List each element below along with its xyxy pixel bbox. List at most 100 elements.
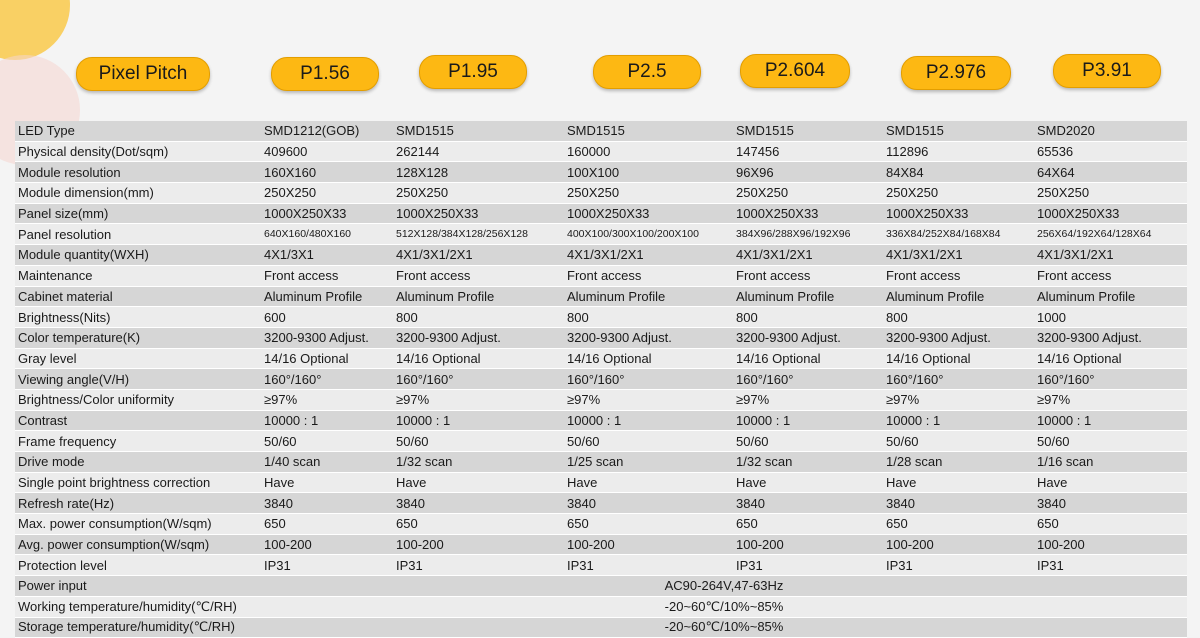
table-cell: 100-200 [261,534,393,556]
row-label: Cabinet material [15,286,261,308]
table-cell: 512X128/384X128/256X128 [393,223,564,246]
table-row: Drive mode 1/40 scan 1/32 scan 1/25 scan 1/3… [15,451,1187,473]
row-label: Max. power consumption(W/sqm) [15,513,261,535]
table-cell: SMD1515 [393,121,564,142]
table-cell: Have [261,472,393,494]
table-cell: 800 [393,306,564,328]
table-cell: 160°/160° [393,368,564,390]
table-row: Frame frequency 50/60 50/60 50/60 50/60 50/60… [15,430,1187,452]
table-cell: 650 [393,513,564,535]
table-cell: 10000 : 1 [733,410,883,432]
table-row: Physical density(Dot/sqm) 409600 262144 160… [15,141,1187,163]
row-label: Protection level [15,554,261,577]
table-cell: Aluminum Profile [393,286,564,308]
table-cell: 1000X250X33 [733,203,883,225]
table-cell: 100-200 [564,534,733,556]
table-cell: 10000 : 1 [564,410,733,432]
table-cell: Aluminum Profile [564,286,733,308]
table-cell: 4X1/3X1/2X1 [393,244,564,266]
row-label: Contrast [15,410,261,432]
table-row: Single point brightness correction Have Ha… [15,472,1187,494]
table-cell-spanned: -20~60℃/10%~85% [261,596,1187,618]
table-cell: Front access [261,265,393,287]
table-cell: 3200-9300 Adjust. [261,327,393,349]
table-cell: 84X84 [883,161,1034,184]
table-cell: Have [393,472,564,494]
table-cell: 600 [261,306,393,328]
table-cell: 14/16 Optional [883,348,1034,370]
table-cell: 100-200 [883,534,1034,556]
table-cell: 3840 [733,492,883,515]
pitch-header-p1-56: P1.56 [271,57,379,91]
table-cell: 10000 : 1 [883,410,1034,432]
table-row: Brightness/Color uniformity ≥97% ≥97% ≥97% ≥… [15,389,1187,411]
table-cell: 100X100 [564,161,733,184]
table-cell: 3200-9300 Adjust. [883,327,1034,349]
table-cell: SMD1212(GOB) [261,121,393,142]
table-cell: SMD1515 [883,121,1034,142]
table-cell: SMD2020 [1034,121,1187,142]
table-cell: 250X250 [261,182,393,204]
table-cell: ≥97% [883,389,1034,411]
table-cell: 650 [733,513,883,535]
table-cell: Have [1034,472,1187,494]
table-cell: 14/16 Optional [1034,348,1187,370]
table-row: Contrast 10000 : 1 10000 : 1 10000 : 1 10000… [15,410,1187,432]
table-cell: 14/16 Optional [564,348,733,370]
table-cell: 1000X250X33 [883,203,1034,225]
table-cell: 50/60 [261,430,393,452]
table-row: Maintenance Front access Front access Front… [15,265,1187,287]
table-cell: 50/60 [564,430,733,452]
decorative-yellow-circle [0,0,70,60]
table-row: Cabinet material Aluminum Profile Aluminum… [15,286,1187,308]
table-cell: 160°/160° [1034,368,1187,390]
table-row: Module quantity(WXH) 4X1/3X1 4X1/3X1/2X1 4X… [15,244,1187,266]
row-label: Viewing angle(V/H) [15,368,261,390]
table-cell: IP31 [261,554,393,577]
table-cell: 160°/160° [261,368,393,390]
table-row: Power input AC90-264V,47-63Hz [15,575,1187,597]
spec-table: LED Type SMD1212(GOB) SMD1515 SMD1515 SMD151… [15,121,1187,638]
table-row: Storage temperature/humidity(℃/RH) -20~60… [15,617,1187,638]
table-cell: 50/60 [1034,430,1187,452]
table-row: Gray level 14/16 Optional 14/16 Optional 14… [15,348,1187,370]
table-cell: 1/16 scan [1034,451,1187,473]
table-row: Brightness(Nits) 600 800 800 800 800 1000 [15,306,1187,328]
table-row: Refresh rate(Hz) 3840 3840 3840 3840 3840 3840 [15,492,1187,515]
table-cell: 3200-9300 Adjust. [393,327,564,349]
table-cell: 4X1/3X1/2X1 [564,244,733,266]
row-label: Power input [15,575,261,597]
table-cell: 4X1/3X1/2X1 [733,244,883,266]
table-cell: Front access [883,265,1034,287]
table-cell: Aluminum Profile [1034,286,1187,308]
table-cell: 650 [883,513,1034,535]
table-row: LED Type SMD1212(GOB) SMD1515 SMD1515 SMD151… [15,121,1187,142]
table-cell: ≥97% [733,389,883,411]
table-cell: Front access [1034,265,1187,287]
table-cell: 10000 : 1 [393,410,564,432]
row-label: LED Type [15,121,261,142]
table-cell: 100-200 [733,534,883,556]
row-label: Module dimension(mm) [15,182,261,204]
table-row: Module dimension(mm) 250X250 250X250 250X25… [15,182,1187,204]
table-cell: 409600 [261,141,393,163]
table-cell: 14/16 Optional [393,348,564,370]
table-cell: 3840 [393,492,564,515]
table-cell: ≥97% [1034,389,1187,411]
table-cell: 1000X250X33 [564,203,733,225]
row-label: Maintenance [15,265,261,287]
row-label: Physical density(Dot/sqm) [15,141,261,163]
table-cell: 800 [733,306,883,328]
table-cell: 50/60 [393,430,564,452]
table-row: Panel resolution 640X160/480X160 512X128/3… [15,223,1187,246]
table-cell: Front access [393,265,564,287]
table-cell: IP31 [393,554,564,577]
table-cell: 50/60 [883,430,1034,452]
pitch-header-p2-604: P2.604 [740,54,850,88]
table-cell: 3200-9300 Adjust. [1034,327,1187,349]
table-cell: Have [733,472,883,494]
pitch-header-p3-91: P3.91 [1053,54,1161,88]
table-cell: 3840 [1034,492,1187,515]
row-label: Module resolution [15,161,261,184]
row-label: Storage temperature/humidity(℃/RH) [15,617,261,638]
